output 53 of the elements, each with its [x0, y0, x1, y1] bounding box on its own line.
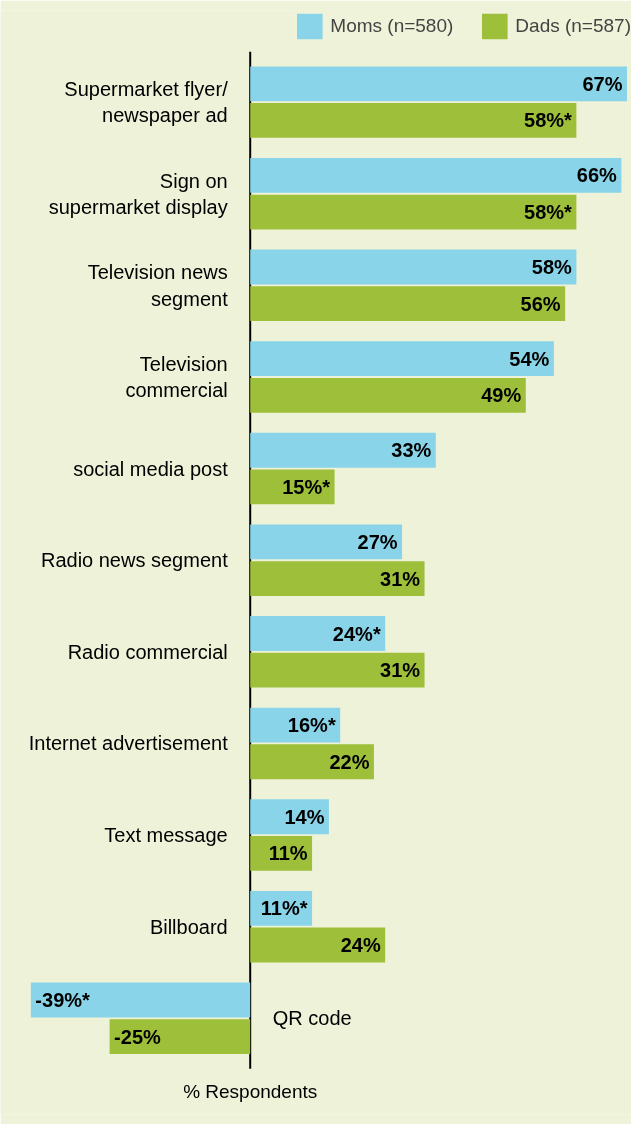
x-axis-title: % Respondents — [183, 1081, 318, 1103]
y-tick-label: QR code — [272, 1007, 352, 1030]
y-tick-label: Radio news segment — [40, 549, 229, 572]
bar — [30, 982, 251, 1018]
data-label: 14% — [284, 805, 325, 828]
bar — [109, 1019, 251, 1055]
bar — [250, 158, 622, 193]
data-label: -39%* — [35, 988, 91, 1011]
data-label: 58% — [531, 256, 573, 279]
data-label: 16%* — [287, 714, 336, 737]
bar — [250, 249, 577, 285]
legend-label: Dads (n=587) — [515, 15, 631, 37]
y-tick-label: Television news segment — [87, 261, 229, 310]
data-label: -25% — [114, 1025, 162, 1048]
bar — [250, 286, 566, 322]
y-tick-label: Billboard — [149, 915, 228, 938]
bar — [250, 341, 554, 377]
data-label: 24% — [340, 934, 381, 957]
data-label: 49% — [481, 384, 522, 407]
bar — [250, 194, 577, 230]
data-label: 24%* — [332, 622, 381, 645]
bar — [250, 652, 425, 688]
data-label: 54% — [509, 347, 550, 370]
y-tick-label: Internet advertisement — [28, 732, 229, 755]
data-label: 22% — [329, 750, 370, 773]
y-tick-label: social media post — [73, 457, 229, 480]
bar — [250, 432, 436, 468]
data-label: 11% — [268, 842, 308, 865]
y-tick-label: Radio commercial — [67, 640, 228, 663]
y-tick-label: Sign on supermarket display — [48, 169, 228, 218]
y-tick-label: Supermarket flyer/ newspaper ad — [64, 77, 229, 127]
data-label: 58%* — [524, 109, 573, 132]
legend-label: Moms (n=580) — [330, 15, 454, 37]
bar — [250, 616, 386, 651]
bar — [250, 103, 577, 138]
data-label: 56% — [520, 292, 561, 315]
bar — [250, 927, 386, 963]
data-label: 31% — [380, 659, 421, 682]
y-tick-label: Text message — [104, 824, 228, 847]
data-label: 31% — [380, 567, 421, 590]
data-label: 15%* — [282, 475, 331, 498]
bar — [250, 561, 425, 596]
data-label: 66% — [576, 164, 618, 187]
data-label: 33% — [391, 439, 432, 462]
bar — [250, 377, 526, 413]
bar — [250, 524, 403, 560]
bar — [250, 744, 374, 780]
data-label: 58%* — [524, 201, 573, 224]
y-tick-label: Television commercial — [125, 352, 228, 402]
data-label: 11%* — [260, 897, 308, 920]
data-label: 67% — [582, 72, 623, 95]
data-label: 27% — [357, 530, 398, 553]
bar — [250, 66, 627, 102]
